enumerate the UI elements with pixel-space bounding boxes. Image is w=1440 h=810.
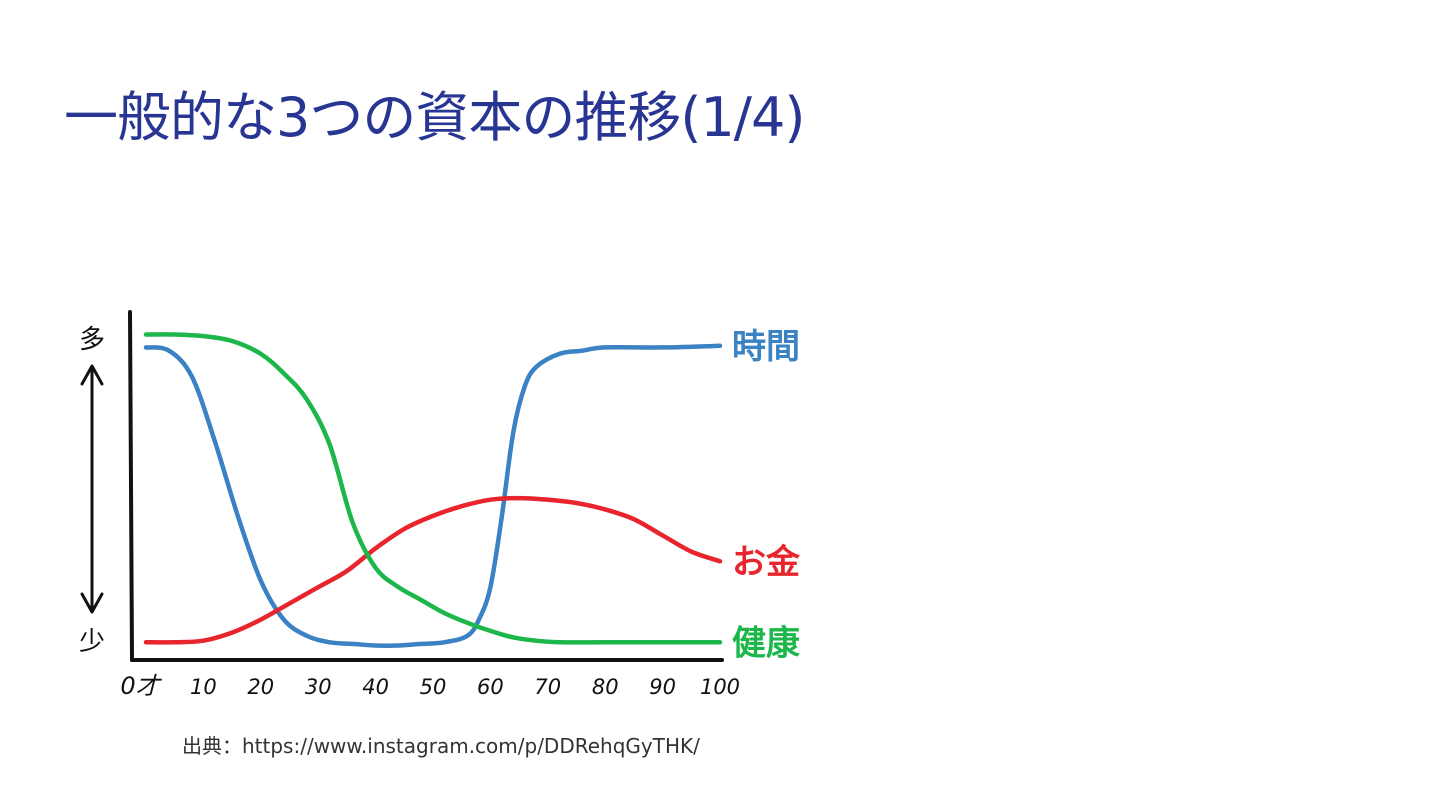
chart: 多 少 0才 10 20 30 40 50 60 70 80 90 100 時間お金健康 <box>60 290 840 730</box>
legend-label-health: 健康 <box>732 623 800 663</box>
x-tick-label: 50 <box>420 675 447 699</box>
x-tick-label: 0才 <box>120 672 162 700</box>
x-tick-label: 10 <box>190 675 217 699</box>
y-range-arrow <box>80 364 104 614</box>
x-tick-label: 30 <box>305 675 332 699</box>
y-axis <box>128 310 134 662</box>
x-tick-label: 60 <box>477 675 504 699</box>
x-tick-label: 100 <box>700 675 740 699</box>
x-tick-label: 80 <box>592 675 619 699</box>
page-title: 一般的な3つの資本の推移(1/4) <box>64 86 805 149</box>
series-line-time <box>143 343 723 648</box>
series-line-money <box>143 495 723 645</box>
x-tick-label: 20 <box>247 675 274 699</box>
legend-label-time: 時間 <box>732 327 800 367</box>
x-tick-label: 70 <box>534 675 561 699</box>
x-tick-label: 90 <box>649 675 676 699</box>
series-line-health <box>143 332 723 645</box>
source-citation: 出典：https://www.instagram.com/p/DDRehqGyT… <box>182 734 700 758</box>
legend-label-money: お金 <box>732 542 801 582</box>
y-bottom-label: 少 <box>79 627 105 657</box>
y-top-label: 多 <box>79 325 105 355</box>
x-tick-label: 40 <box>362 675 389 699</box>
